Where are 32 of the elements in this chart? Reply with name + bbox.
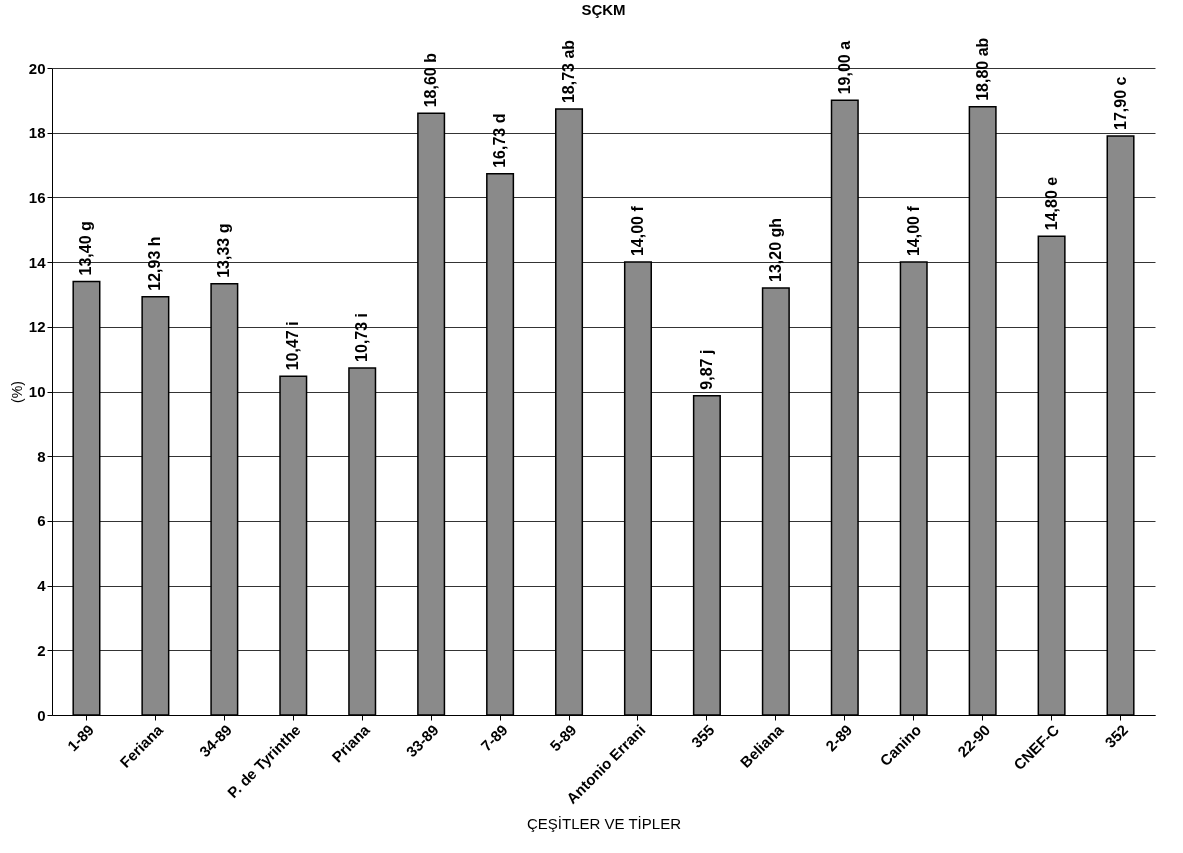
data-label: 18,60 b	[422, 52, 440, 108]
data-label: 14,00 f	[628, 205, 646, 257]
data-label: 19,00 a	[835, 40, 853, 95]
y-tick-label: 0	[37, 706, 46, 724]
data-label: 14,80 e	[1042, 176, 1060, 231]
y-tick-label: 12	[28, 318, 46, 336]
data-label: 17,90 c	[1111, 76, 1129, 130]
y-tick-label: 20	[28, 59, 46, 77]
data-label: 18,73 ab	[560, 39, 578, 104]
data-label: 13,40 g	[77, 221, 95, 276]
data-label: 14,00 f	[904, 205, 922, 257]
data-label: 18,80 ab	[973, 37, 991, 101]
y-tick-label: 14	[28, 253, 47, 271]
y-tick-label: 8	[37, 447, 46, 465]
y-tick-label: 18	[28, 124, 46, 142]
data-label: 9,87 j	[697, 349, 715, 390]
x-axis-title: ÇEŞİTLER VE TİPLER	[527, 814, 682, 832]
chart-title: SÇKM	[581, 0, 626, 18]
x-tick-label: 352	[1101, 721, 1132, 751]
data-label: 13,20 gh	[766, 217, 784, 282]
x-tick-label: 355	[687, 721, 718, 751]
data-label: 16,73 d	[491, 113, 509, 168]
y-tick-label: 16	[28, 188, 46, 206]
y-tick-label: 10	[28, 383, 46, 400]
data-label: 12,93 h	[146, 236, 164, 291]
y-tick-label: 6	[37, 512, 46, 530]
y-tick-label: 2	[37, 641, 46, 659]
data-label: 10,47 i	[284, 321, 302, 371]
data-label: 13,33 g	[215, 223, 233, 278]
y-axis-title: (%)	[8, 381, 25, 403]
y-tick-label: 4	[37, 577, 47, 595]
data-label: 10,73 i	[353, 312, 371, 362]
